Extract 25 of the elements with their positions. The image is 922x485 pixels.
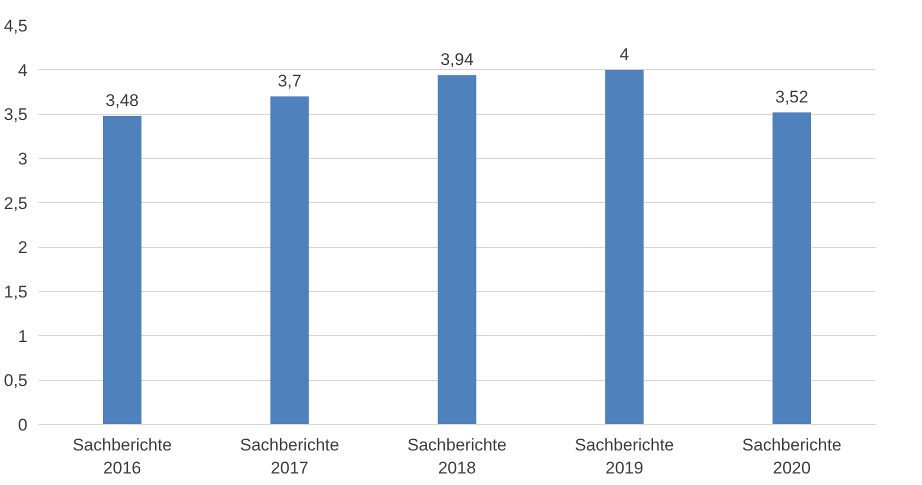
bar [772, 112, 812, 424]
bar [102, 116, 142, 424]
x-tick-label: Sachberichte 2019 [574, 436, 674, 478]
bar [438, 75, 476, 424]
x-tick-label: Sachberichte 2020 [742, 436, 842, 478]
y-tick-label: 0,5 [4, 371, 28, 390]
data-label: 3,94 [440, 50, 474, 70]
bar [605, 70, 644, 424]
bar [270, 96, 309, 424]
y-tick-label: 2 [18, 238, 28, 258]
y-tick-label: 3,5 [4, 105, 28, 124]
x-tick-label: Sachberichte 2018 [407, 436, 507, 478]
y-tick-label: 1,5 [4, 282, 28, 302]
data-label: 3,48 [106, 90, 139, 110]
y-tick-label: 2,5 [4, 194, 28, 213]
x-tick-label: Sachberichte 2016 [72, 436, 172, 478]
y-tick-label: 4,5 [4, 16, 28, 36]
data-label: 4 [620, 44, 630, 64]
y-tick-label: 3 [18, 150, 28, 168]
y-tick-label: 4 [18, 60, 28, 80]
y-tick-label: 1 [18, 326, 28, 346]
data-label: 3,7 [278, 71, 302, 90]
x-tick-label: Sachberichte 2017 [240, 436, 340, 478]
data-label: 3,52 [775, 87, 808, 106]
y-tick-label: 0 [18, 416, 28, 434]
